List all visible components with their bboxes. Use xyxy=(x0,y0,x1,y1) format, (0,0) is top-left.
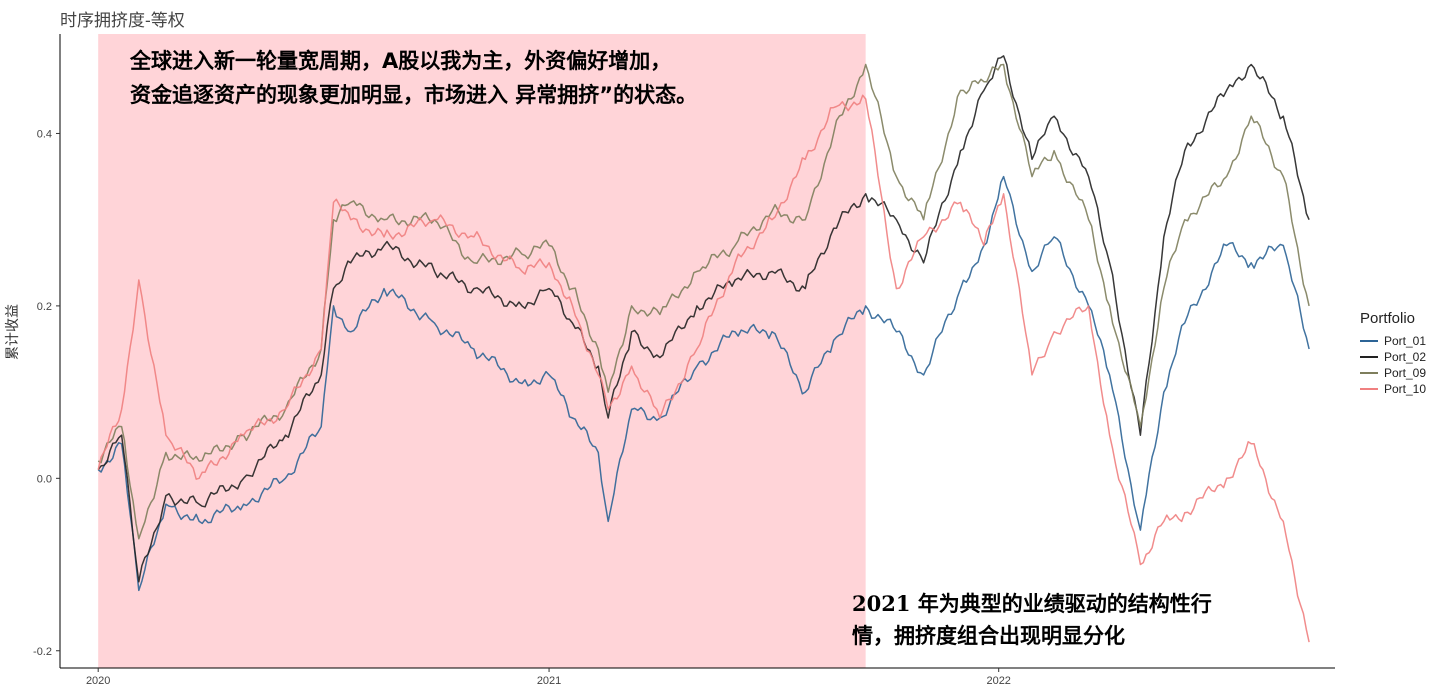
series-line-Port_01 xyxy=(97,175,1310,592)
annotation-2021: 2021 年为典型的业绩驱动的结构性行 情，拥挤度组合出现明显分化 xyxy=(852,588,1212,652)
legend-swatch xyxy=(1360,388,1378,390)
y-tick-label: 0.2 xyxy=(37,301,52,313)
legend-swatch xyxy=(1360,340,1378,342)
series-line-Port_09 xyxy=(97,63,1310,540)
legend-swatch xyxy=(1360,372,1378,374)
annotation-2020: 全球进入新一轮量宽周期，A股以我为主，外资偏好增加， 资金追逐资产的现象更加明显… xyxy=(130,44,697,112)
legend-label: Port_01 xyxy=(1384,334,1427,348)
annotation-2021-line-1: 2021 年为典型的业绩驱动的结构性行 xyxy=(852,591,1212,616)
y-tick-label: -0.2 xyxy=(33,646,52,658)
legend-item-Port_09: Port_09 xyxy=(1360,365,1426,381)
legend-label: Port_10 xyxy=(1384,382,1427,396)
highlight-band xyxy=(98,34,866,668)
legend-swatch xyxy=(1360,356,1378,358)
annotation-2020-line-2: 资金追逐资产的现象更加明显，市场进入 异常拥挤”的状态。 xyxy=(130,83,698,107)
annotation-2021-line-2: 情，拥挤度组合出现明显分化 xyxy=(852,623,1125,648)
legend: Portfolio Port_01 Port_02 Port_09 Port_10 xyxy=(1360,310,1426,397)
series-line-Port_02 xyxy=(97,55,1310,583)
legend-item-Port_02: Port_02 xyxy=(1360,349,1426,365)
y-tick-label: 0.4 xyxy=(37,128,52,140)
annotation-2020-line-1: 全球进入新一轮量宽周期，A股以我为主，外资偏好增加， xyxy=(130,49,672,73)
x-tick-label: 2022 xyxy=(986,675,1010,687)
legend-item-Port_01: Port_01 xyxy=(1360,333,1426,349)
legend-label: Port_02 xyxy=(1384,350,1427,364)
series-line-Port_10 xyxy=(97,94,1310,643)
x-tick-label: 2020 xyxy=(86,675,110,687)
y-tick-label: 0.0 xyxy=(37,473,52,485)
chart-title: 时序拥挤度-等权 xyxy=(60,11,185,31)
legend-label: Port_09 xyxy=(1384,366,1427,380)
x-tick-label: 2021 xyxy=(537,675,561,687)
legend-title: Portfolio xyxy=(1360,310,1416,327)
legend-item-Port_10: Port_10 xyxy=(1360,381,1426,397)
